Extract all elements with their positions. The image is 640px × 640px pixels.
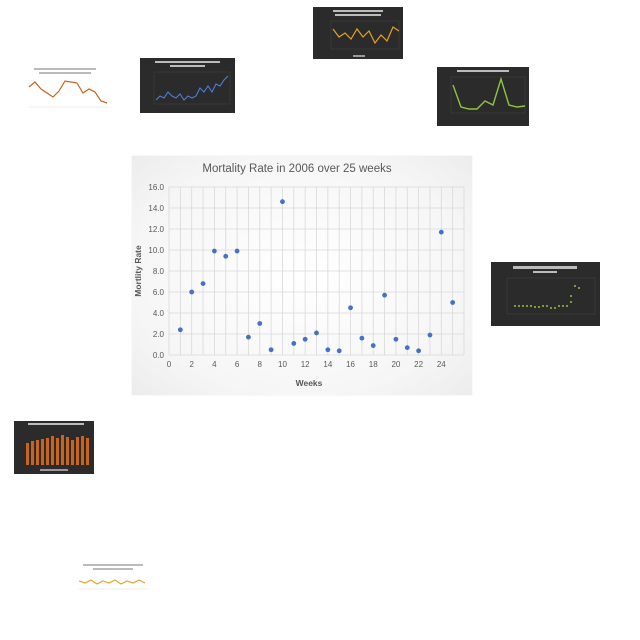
y-tick-label: 2.0 [153, 330, 165, 339]
data-point [268, 347, 274, 353]
data-point [223, 253, 229, 259]
x-tick-label: 24 [437, 360, 446, 369]
data-point [359, 335, 365, 341]
data-point [246, 334, 251, 340]
thumbnail-chart-dark-bar [14, 421, 94, 474]
x-tick-label: 22 [414, 360, 423, 369]
y-tick-label: 8.0 [153, 267, 165, 276]
data-point [404, 345, 410, 351]
thumbnail-line-chart [330, 10, 400, 57]
data-points [177, 199, 456, 354]
data-point [450, 300, 456, 305]
y-tick-label: 16.0 [148, 183, 164, 192]
thumbnail-chart-dark-green [437, 67, 529, 126]
y-tick-label: 12.0 [148, 225, 164, 234]
x-tick-label: 10 [278, 360, 287, 369]
x-tick-label: 4 [212, 360, 217, 369]
data-point [189, 289, 195, 295]
data-point [234, 248, 240, 254]
data-point [200, 281, 206, 286]
data-point [370, 343, 376, 348]
x-tick-label: 20 [391, 360, 400, 369]
x-tick-label: 16 [346, 360, 355, 369]
data-point [325, 347, 331, 353]
thumbnail-chart-bottom-light [73, 563, 153, 608]
thumbnail-line-chart [153, 61, 231, 105]
x-tick-label: 6 [235, 360, 240, 369]
y-tick-label: 14.0 [148, 204, 164, 213]
chart-canvas: Mortality Rate in 2006 over 25 weeks Wee… [133, 163, 465, 388]
data-point [416, 348, 422, 354]
y-axis-label: Mortlity Rate [133, 245, 143, 297]
chart-title: Mortality Rate in 2006 over 25 weeks [202, 163, 391, 175]
thumbnail-scatter-chart [506, 266, 596, 315]
gridlines [168, 186, 465, 356]
data-point [291, 341, 297, 346]
data-point [302, 336, 308, 342]
data-point [336, 348, 342, 354]
thumbnail-chart-left-orange [19, 67, 111, 122]
thumbnail-line-chart [78, 564, 149, 590]
y-tick-label: 6.0 [153, 288, 165, 297]
data-point [177, 327, 183, 333]
x-tick-label: 2 [189, 360, 194, 369]
data-point [280, 199, 285, 205]
x-axis-label: Weeks [296, 378, 323, 388]
x-tick-label: 8 [258, 360, 263, 369]
y-tick-label: 4.0 [153, 309, 165, 318]
data-point [382, 292, 387, 298]
data-point [314, 330, 319, 336]
data-point [427, 332, 433, 338]
thumbnail-bar-chart [26, 423, 89, 471]
thumbnail-chart-top-center [313, 7, 403, 59]
x-tick-label: 14 [323, 360, 332, 369]
thumbnail-line-chart [450, 70, 526, 114]
thumbnail-chart-dark-blue [140, 58, 235, 113]
tick-labels: 0.02.04.06.08.010.012.014.016.00 2 4 6 8 10 12… [148, 183, 446, 369]
x-tick-label: 12 [301, 360, 310, 369]
data-point [438, 229, 444, 235]
thumbnail-line-chart [28, 68, 109, 108]
data-point [257, 321, 263, 326]
data-point [348, 305, 353, 311]
x-tick-label: 18 [369, 360, 378, 369]
data-point [393, 336, 399, 342]
x-tick-label: 0 [167, 360, 172, 369]
y-tick-label: 10.0 [148, 246, 164, 255]
y-tick-label: 0.0 [153, 351, 165, 360]
data-point [211, 248, 217, 254]
mortality-scatter-chart: Mortality Rate in 2006 over 25 weeks Wee… [132, 156, 472, 395]
thumbnail-chart-dark-scatter [491, 262, 600, 326]
